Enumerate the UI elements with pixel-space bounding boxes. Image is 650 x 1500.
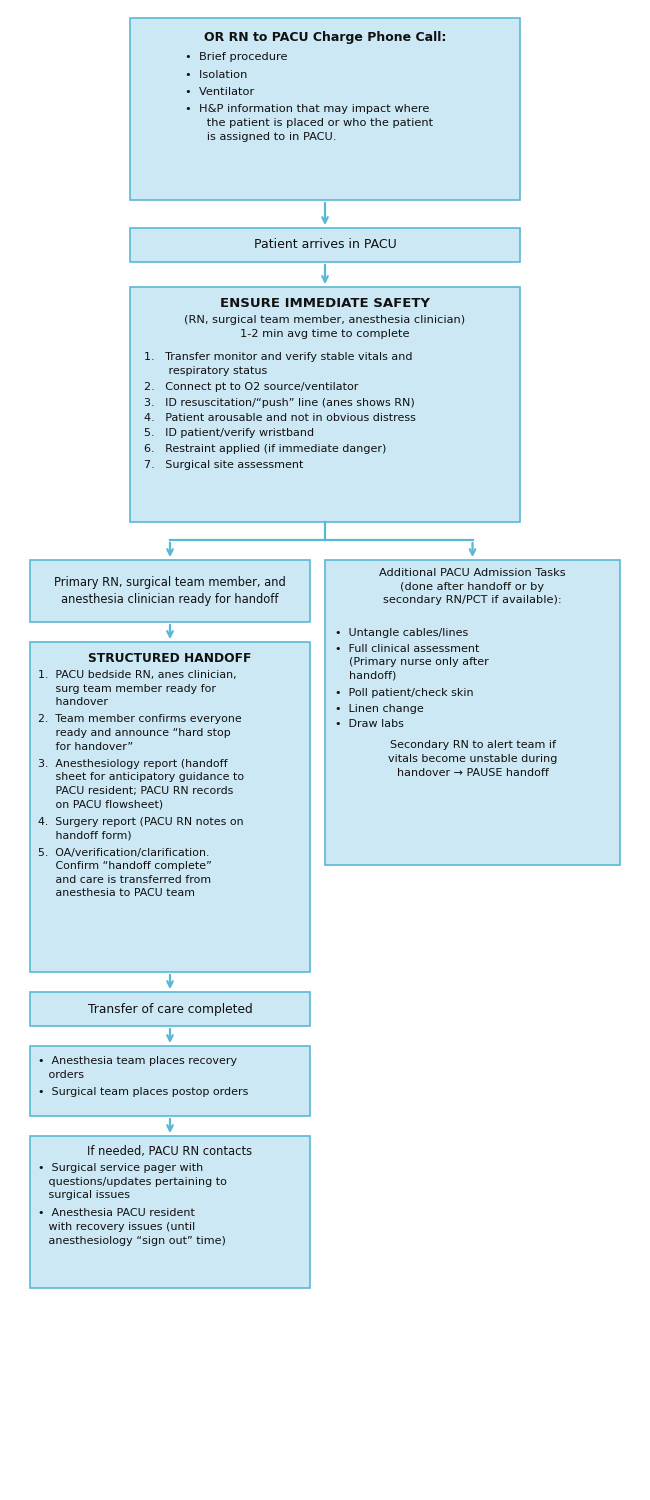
Text: •  Isolation: • Isolation — [185, 69, 248, 80]
Bar — [130, 286, 520, 522]
Text: •  H&P information that may impact where
      the patient is placed or who the : • H&P information that may impact where … — [185, 105, 433, 141]
Text: 6.   Restraint applied (if immediate danger): 6. Restraint applied (if immediate dange… — [144, 444, 386, 454]
Text: 5.  OA/verification/clarification.
     Confirm “handoff complete”
     and care: 5. OA/verification/clarification. Confir… — [38, 847, 212, 898]
Text: Primary RN, surgical team member, and
anesthesia clinician ready for handoff: Primary RN, surgical team member, and an… — [54, 576, 286, 606]
Text: (RN, surgical team member, anesthesia clinician)
1-2 min avg time to complete: (RN, surgical team member, anesthesia cl… — [185, 315, 465, 339]
Text: ENSURE IMMEDIATE SAFETY: ENSURE IMMEDIATE SAFETY — [220, 297, 430, 310]
Text: 4.   Patient arousable and not in obvious distress: 4. Patient arousable and not in obvious … — [144, 413, 416, 423]
Text: •  Full clinical assessment
    (Primary nurse only after
    handoff): • Full clinical assessment (Primary nurs… — [335, 644, 489, 681]
Text: Transfer of care completed: Transfer of care completed — [88, 1002, 252, 1016]
Text: •  Surgical service pager with
   questions/updates pertaining to
   surgical is: • Surgical service pager with questions/… — [38, 1162, 227, 1200]
Text: •  Draw labs: • Draw labs — [335, 718, 404, 729]
Text: 1.   Transfer monitor and verify stable vitals and
       respiratory status: 1. Transfer monitor and verify stable vi… — [144, 352, 413, 375]
Text: •  Linen change: • Linen change — [335, 704, 424, 714]
Bar — [30, 560, 310, 622]
Text: STRUCTURED HANDOFF: STRUCTURED HANDOFF — [88, 652, 252, 664]
Text: If needed, PACU RN contacts: If needed, PACU RN contacts — [88, 1144, 253, 1158]
Text: 5.   ID patient/verify wristband: 5. ID patient/verify wristband — [144, 429, 314, 438]
Bar — [130, 228, 520, 262]
Text: •  Anesthesia PACU resident
   with recovery issues (until
   anesthesiology “si: • Anesthesia PACU resident with recovery… — [38, 1209, 226, 1245]
Text: •  Surgical team places postop orders: • Surgical team places postop orders — [38, 1088, 248, 1096]
Text: OR RN to PACU Charge Phone Call:: OR RN to PACU Charge Phone Call: — [204, 32, 446, 44]
Text: 1.  PACU bedside RN, anes clinician,
     surg team member ready for
     handov: 1. PACU bedside RN, anes clinician, surg… — [38, 670, 237, 706]
Text: •  Poll patient/check skin: • Poll patient/check skin — [335, 688, 474, 698]
Text: 3.   ID resuscitation/“push” line (anes shows RN): 3. ID resuscitation/“push” line (anes sh… — [144, 398, 415, 408]
Text: •  Untangle cables/lines: • Untangle cables/lines — [335, 628, 468, 638]
Bar — [30, 642, 310, 972]
Text: 7.   Surgical site assessment: 7. Surgical site assessment — [144, 459, 304, 470]
Text: •  Anesthesia team places recovery
   orders: • Anesthesia team places recovery orders — [38, 1056, 237, 1080]
Bar — [30, 992, 310, 1026]
Bar — [325, 560, 620, 866]
Bar — [130, 18, 520, 200]
Text: Secondary RN to alert team if
vitals become unstable during
handover → PAUSE han: Secondary RN to alert team if vitals bec… — [388, 741, 557, 777]
Text: •  Brief procedure: • Brief procedure — [185, 53, 287, 62]
Text: Additional PACU Admission Tasks
(done after handoff or by
secondary RN/PCT if av: Additional PACU Admission Tasks (done af… — [379, 568, 566, 604]
Bar — [30, 1046, 310, 1116]
Text: 2.   Connect pt to O2 source/ventilator: 2. Connect pt to O2 source/ventilator — [144, 382, 358, 392]
Text: 4.  Surgery report (PACU RN notes on
     handoff form): 4. Surgery report (PACU RN notes on hand… — [38, 818, 244, 840]
Text: •  Ventilator: • Ventilator — [185, 87, 254, 98]
Text: Patient arrives in PACU: Patient arrives in PACU — [254, 238, 396, 252]
Text: 3.  Anesthesiology report (handoff
     sheet for anticipatory guidance to
     : 3. Anesthesiology report (handoff sheet … — [38, 759, 244, 810]
Text: 2.  Team member confirms everyone
     ready and announce “hard stop
     for ha: 2. Team member confirms everyone ready a… — [38, 714, 242, 752]
Bar — [30, 1136, 310, 1288]
